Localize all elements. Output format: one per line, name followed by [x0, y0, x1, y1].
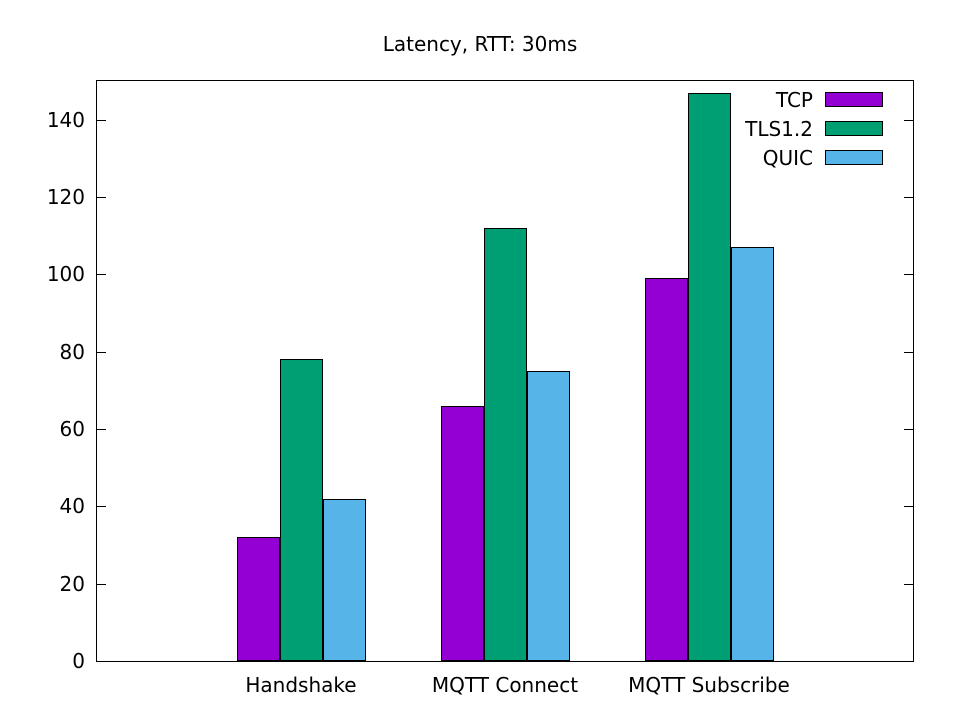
bar-tcp-handshake [236, 537, 280, 661]
legend-label-quic: QUIC [762, 145, 813, 170]
y-tick-label-20: 20 [59, 571, 85, 596]
legend-row-tcp: TCP [745, 85, 883, 114]
legend-row-quic: QUIC [745, 143, 883, 172]
legend-swatch-tls1-2 [825, 121, 883, 136]
legend-row-tls1-2: TLS1.2 [745, 114, 883, 143]
y-tick-label-120: 120 [46, 185, 85, 209]
y-tick-label-80: 80 [59, 339, 85, 364]
y-tick-label-140: 140 [46, 107, 85, 132]
bar-quic-handshake [322, 499, 366, 661]
y-tick-label-0: 0 [72, 649, 85, 673]
legend-swatch-quic [825, 150, 883, 165]
x-category-label-mqtt-connect: MQTT Connect [431, 673, 579, 697]
y-tick-mark-left [97, 119, 106, 121]
y-tick-label-40: 40 [59, 494, 85, 519]
legend-label-tcp: TCP [775, 87, 813, 112]
bar-tcp-mqtt-subscribe [644, 278, 688, 661]
bar-tls1-2-mqtt-connect [483, 228, 527, 661]
legend: TCP TLS1.2 QUIC [745, 85, 883, 172]
y-tick-mark-left [97, 429, 106, 430]
x-category-label-handshake: Handshake [245, 673, 357, 697]
y-tick-mark-right [904, 583, 913, 585]
y-tick-mark-left [97, 661, 106, 662]
chart-title: Latency, RTT: 30ms [382, 32, 578, 56]
y-tick-mark-right [904, 119, 913, 121]
y-tick-mark-right [904, 429, 913, 430]
y-tick-label-60: 60 [59, 417, 85, 441]
y-tick-mark-right [904, 351, 913, 353]
legend-label-tls1-2: TLS1.2 [745, 116, 813, 141]
bar-tls1-2-handshake [279, 359, 323, 661]
y-tick-mark-left [97, 274, 106, 276]
plot-area: 0 20 40 60 80 100 120 140 TCP TLS1.2 QUIC Handsha… [47, 80, 914, 697]
y-tick-mark-left [97, 506, 106, 508]
y-tick-mark-left [97, 351, 106, 353]
y-tick-mark-left [97, 583, 106, 585]
bar-quic-mqtt-subscribe [730, 247, 774, 661]
bar-tcp-mqtt-connect [440, 406, 484, 661]
legend-swatch-tcp [825, 92, 883, 107]
y-tick-mark-right [904, 197, 913, 198]
y-tick-mark-right [904, 506, 913, 508]
y-tick-label-100: 100 [46, 262, 85, 287]
bar-quic-mqtt-connect [526, 371, 570, 661]
y-tick-mark-right [904, 661, 913, 662]
y-tick-mark-left [97, 197, 106, 198]
bar-tls1-2-mqtt-subscribe [687, 93, 731, 661]
x-category-label-mqtt-subscribe: MQTT Subscribe [628, 673, 790, 697]
y-tick-mark-right [904, 274, 913, 276]
